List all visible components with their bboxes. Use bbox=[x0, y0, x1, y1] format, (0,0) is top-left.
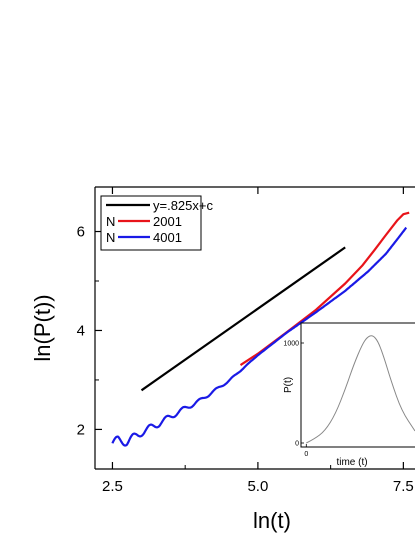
inset-y-axis-label: P(t) bbox=[283, 377, 294, 393]
inset-y-tick-label: 1000 bbox=[283, 341, 299, 348]
inset-y-tick-label: 0 bbox=[295, 441, 299, 448]
series-line-1 bbox=[140, 246, 346, 392]
y-axis-label: ln(P(t)) bbox=[30, 294, 55, 361]
inset-frame bbox=[300, 322, 415, 448]
series-line-3 bbox=[111, 226, 408, 447]
inset-x-axis-label: time (t) bbox=[336, 457, 367, 468]
legend-label: y=.825x+c bbox=[153, 198, 213, 213]
x-tick-label: 2.5 bbox=[102, 478, 123, 495]
series-layer bbox=[111, 211, 410, 447]
y-tick-label: 2 bbox=[77, 421, 85, 438]
inset-chart: 0 1000 0 time (t) P(t) bbox=[283, 322, 415, 468]
y-tick-label: 6 bbox=[77, 224, 85, 241]
inset-series-line bbox=[306, 335, 415, 444]
legend: y=.825x+c N 2001 N 4001 bbox=[100, 195, 213, 251]
legend-prefix: N bbox=[106, 214, 115, 229]
y-axis-ticks: 2 4 6 bbox=[77, 224, 102, 438]
x-tick-label: 5.0 bbox=[247, 478, 268, 495]
x-tick-label: 7.5 bbox=[393, 478, 414, 495]
legend-label: 2001 bbox=[153, 214, 182, 229]
x-axis-ticks: 2.5 5.0 7.5 bbox=[102, 187, 414, 495]
inset-x-tick-label: 0 bbox=[304, 451, 308, 458]
legend-prefix: N bbox=[106, 230, 115, 245]
y-tick-label: 4 bbox=[77, 322, 85, 339]
plot-frame bbox=[94, 186, 415, 470]
x-axis-label: ln(t) bbox=[253, 508, 291, 533]
legend-label: 4001 bbox=[153, 230, 182, 245]
